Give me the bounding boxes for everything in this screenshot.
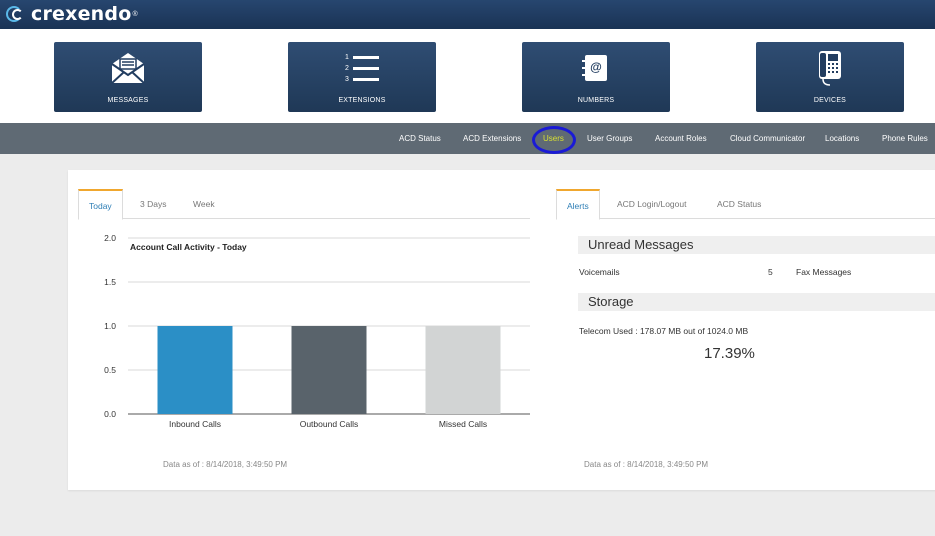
y-tick-label: 0.0	[104, 409, 116, 419]
right-data-timestamp: Data as of : 8/14/2018, 3:49:50 PM	[584, 460, 709, 469]
dashboard-panel: Today 3 Days Week 0.0 0.5 1.0 1.5 2.0 Account…	[68, 170, 935, 490]
top-bar: crexendo ®	[0, 0, 935, 29]
numbered-list-icon: 1 2 3	[288, 49, 436, 87]
logo-mark-icon	[6, 4, 28, 24]
extensions-tile[interactable]: 1 2 3 EXTENSIONS	[288, 42, 436, 112]
chart-canvas: 0.0 0.5 1.0 1.5 2.0 Account Call Activity - T…	[104, 233, 530, 429]
devices-tile[interactable]: DEVICES	[756, 42, 904, 112]
extensions-tile-label: EXTENSIONS	[338, 97, 386, 104]
logo-registered: ®	[132, 10, 138, 18]
tab-acd-login-logout[interactable]: ACD Login/Logout	[617, 199, 687, 209]
messages-tile-label: MESSAGES	[107, 97, 149, 104]
voicemails-count[interactable]: 5	[768, 267, 773, 277]
nav-acd-status[interactable]: ACD Status	[399, 134, 441, 143]
chart-title: Account Call Activity - Today	[130, 242, 247, 252]
address-book-icon: @	[522, 49, 670, 87]
list-number: 3	[345, 75, 349, 83]
messages-tile[interactable]: MESSAGES	[54, 42, 202, 112]
tab-today[interactable]: Today	[78, 189, 123, 220]
list-number: 1	[345, 53, 349, 61]
x-tick-label: Outbound Calls	[300, 419, 359, 429]
y-tick-label: 2.0	[104, 233, 116, 243]
at-sign: @	[590, 60, 602, 74]
left-data-timestamp: Data as of : 8/14/2018, 3:49:50 PM	[163, 460, 288, 469]
logo-text: crexendo	[31, 3, 132, 25]
bar-outbound-calls	[291, 326, 367, 414]
list-number: 2	[345, 64, 349, 72]
tab-alerts[interactable]: Alerts	[556, 189, 600, 220]
fax-messages-label: Fax Messages	[796, 267, 852, 277]
y-tick-label: 1.5	[104, 277, 116, 287]
nav-users[interactable]: Users	[543, 134, 564, 143]
nav-user-groups[interactable]: User Groups	[587, 134, 633, 143]
y-tick-label: 1.0	[104, 321, 116, 331]
bar-inbound-calls	[157, 326, 233, 414]
tab-acd-status[interactable]: ACD Status	[717, 199, 762, 209]
nav-account-roles[interactable]: Account Roles	[655, 134, 707, 143]
voicemails-label: Voicemails	[579, 267, 620, 277]
nav-locations[interactable]: Locations	[825, 134, 860, 143]
alerts-tabs: Alerts ACD Login/Logout ACD Status	[556, 189, 935, 220]
tile-area: MESSAGES 1 2 3 EXTENSIONS @ NUMBERS	[0, 29, 935, 123]
nav-cloud-communicator[interactable]: Cloud Communicator	[730, 134, 806, 143]
y-tick-label: 0.5	[104, 365, 116, 375]
tab-week[interactable]: Week	[193, 199, 215, 209]
numbers-tile-label: NUMBERS	[577, 97, 615, 104]
x-tick-label: Missed Calls	[439, 419, 487, 429]
numbers-tile[interactable]: @ NUMBERS	[522, 42, 670, 112]
nav-phone-rules[interactable]: Phone Rules	[882, 134, 928, 143]
bar-missed-calls	[425, 326, 501, 414]
x-tick-label: Inbound Calls	[169, 419, 221, 429]
crexendo-logo[interactable]: crexendo ®	[6, 3, 138, 25]
desk-phone-icon	[756, 49, 904, 87]
devices-tile-label: DEVICES	[813, 97, 847, 104]
sub-navigation: ACD Status ACD Extensions Users User Gro…	[0, 123, 935, 154]
unread-messages-heading: Unread Messages	[578, 236, 935, 254]
storage-percent: 17.39%	[704, 345, 755, 362]
storage-used-text: Telecom Used : 178.07 MB out of 1024.0 M…	[579, 326, 749, 336]
storage-heading: Storage	[578, 293, 935, 311]
nav-acd-extensions[interactable]: ACD Extensions	[463, 134, 522, 143]
call-activity-chart: 0.0 0.5 1.0 1.5 2.0 Account Call Activity - T…	[88, 228, 538, 438]
envelope-icon	[54, 49, 202, 87]
activity-tabs: Today 3 Days Week	[78, 189, 530, 220]
tab-3-days[interactable]: 3 Days	[140, 199, 167, 209]
